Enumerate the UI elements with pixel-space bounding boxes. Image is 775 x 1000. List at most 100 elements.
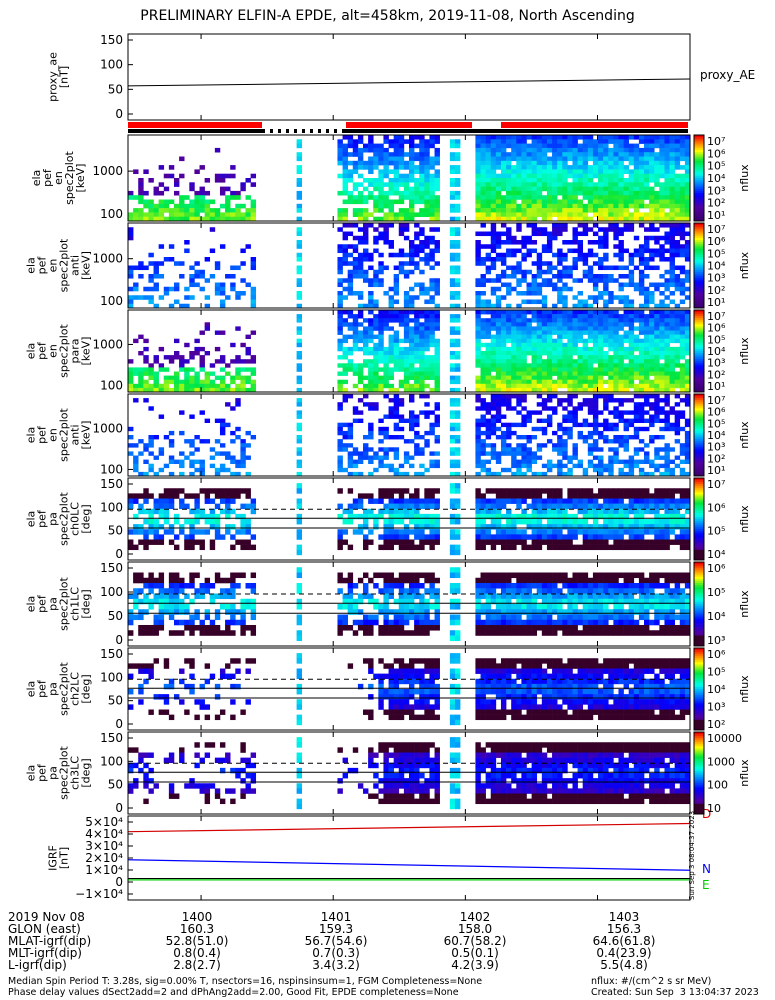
heatmap-cell [409, 286, 415, 292]
heatmap-cell [454, 379, 461, 385]
heatmap-cell [352, 160, 359, 166]
heatmap-cell [357, 503, 364, 510]
heatmap-cell [572, 257, 578, 262]
heatmap-cell [649, 160, 655, 166]
heatmap-cell [592, 439, 599, 444]
heatmap-cell [500, 282, 507, 288]
heatmap-cell [219, 463, 226, 469]
heatmap-cell [454, 143, 461, 149]
heatmap-cell [649, 223, 655, 228]
heatmap-cell [587, 359, 594, 364]
heatmap-cell [623, 310, 629, 315]
heatmap-cell [603, 299, 609, 305]
heatmap-cell [378, 430, 384, 436]
heatmap-cell [383, 235, 389, 241]
heatmap-cell [414, 519, 420, 525]
heatmap-cell [480, 371, 486, 376]
heatmap-cell [567, 355, 573, 360]
heatmap-cell [250, 303, 257, 309]
heatmap-cell [480, 299, 486, 305]
heatmap-cell [485, 524, 492, 530]
heatmap-cell [434, 498, 440, 504]
heatmap-cell [434, 488, 440, 494]
heatmap-cell [572, 529, 578, 535]
heatmap-cell [592, 139, 599, 144]
heatmap-cell [179, 498, 185, 504]
heatmap-cell [654, 156, 660, 162]
heatmap-cell [562, 274, 568, 279]
heatmap-cell [664, 322, 670, 327]
heatmap-cell [225, 451, 231, 456]
heatmap-cell [403, 182, 410, 187]
heatmap-cell [393, 310, 400, 315]
heatmap-cell [296, 182, 303, 187]
heatmap-cell [250, 173, 257, 179]
heatmap-cell [495, 165, 502, 170]
heatmap-cell [664, 178, 670, 183]
heatmap-cell [347, 231, 354, 237]
heatmap-cell [541, 310, 548, 315]
heatmap-cell [546, 351, 553, 356]
heatmap-cell [475, 471, 481, 477]
heatmap-cell [490, 447, 497, 452]
heatmap-cell [173, 182, 180, 187]
heatmap-cell [526, 248, 532, 254]
heatmap-cell [219, 418, 226, 423]
heatmap-cell [363, 147, 369, 153]
heatmap-cell [598, 212, 604, 217]
heatmap-cell [654, 169, 660, 174]
heatmap-cell [485, 216, 492, 222]
heatmap-cell [414, 534, 420, 540]
heatmap-cell [552, 338, 558, 344]
heatmap-cell [373, 303, 379, 309]
heatmap-cell [577, 406, 584, 411]
heatmap-cell [214, 178, 221, 183]
heatmap-cell [363, 303, 369, 309]
panel-pa_ch0-ylabel-0: ela [25, 511, 38, 528]
heatmap-cell [618, 314, 624, 319]
heatmap-cell [679, 165, 686, 170]
heatmap-cell [429, 252, 435, 258]
heatmap-cell [173, 212, 180, 217]
heatmap-cell [342, 322, 348, 327]
heatmap-cell [143, 459, 149, 464]
heatmap-cell [633, 334, 640, 339]
heatmap-cell [633, 451, 640, 456]
heatmap-cell [541, 208, 548, 213]
heatmap-cell [649, 371, 655, 376]
heatmap-cell [230, 544, 236, 551]
heatmap-cell [649, 394, 655, 399]
heatmap-cell [598, 435, 604, 440]
heatmap-cell [138, 295, 144, 300]
heatmap-cell [357, 235, 364, 241]
heatmap-cell [454, 513, 461, 520]
heatmap-cell [684, 231, 691, 237]
heatmap-cell [500, 355, 507, 360]
heatmap-cell [654, 216, 660, 222]
heatmap-cell [490, 278, 497, 283]
heatmap-cell [337, 261, 343, 266]
heatmap-cell [475, 513, 481, 520]
heatmap-cell [684, 199, 691, 205]
heatmap-cell [414, 387, 420, 393]
heatmap-cell [296, 231, 303, 237]
heatmap-cell [628, 435, 635, 440]
heatmap-cell [562, 426, 568, 432]
heatmap-cell [409, 410, 415, 415]
heatmap-cell [526, 330, 532, 335]
heatmap-cell [516, 498, 522, 504]
heatmap-cell [531, 152, 538, 157]
heatmap-cell [225, 387, 231, 393]
heatmap-cell [373, 235, 379, 241]
heatmap-cell [577, 318, 584, 323]
heatmap-cell [598, 186, 604, 192]
heatmap-cell [669, 371, 675, 376]
heatmap-cell [235, 402, 241, 407]
heatmap-cell [562, 443, 568, 448]
heatmap-cell [495, 143, 502, 149]
heatmap-cell [506, 310, 512, 315]
heatmap-cell [490, 363, 497, 368]
heatmap-cell [541, 160, 548, 166]
heatmap-cell [598, 410, 604, 415]
heatmap-cell [669, 318, 675, 323]
